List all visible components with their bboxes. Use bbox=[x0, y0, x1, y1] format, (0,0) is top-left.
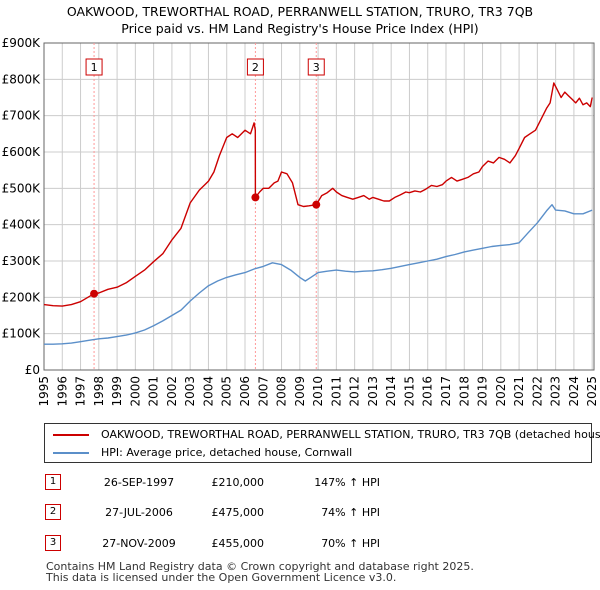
x-tick-label: 2006 bbox=[238, 376, 252, 407]
sale-hpi-change: 147% ↑ HPI bbox=[314, 476, 380, 489]
x-tick-label: 2008 bbox=[275, 376, 289, 407]
sale-hpi-change: 70% ↑ HPI bbox=[321, 537, 380, 550]
title-line-2: Price paid vs. HM Land Registry's House … bbox=[121, 21, 479, 36]
sale-marker-label: 1 bbox=[91, 61, 98, 74]
x-tick-label: 1999 bbox=[110, 376, 124, 407]
x-tick-label: 2016 bbox=[421, 376, 435, 407]
y-tick-label: £800K bbox=[2, 72, 42, 86]
y-tick-label: £700K bbox=[2, 109, 42, 123]
x-tick-label: 2015 bbox=[402, 376, 416, 407]
chart-title: OAKWOOD, TREWORTHAL ROAD, PERRANWELL STA… bbox=[0, 3, 600, 37]
x-tick-label: 2022 bbox=[530, 376, 544, 407]
y-tick-label: £100K bbox=[2, 327, 42, 341]
sale-point bbox=[312, 200, 321, 209]
x-tick-label: 2025 bbox=[585, 376, 599, 407]
sale-number: 3 bbox=[45, 535, 61, 551]
legend: OAKWOOD, TREWORTHAL ROAD, PERRANWELL STA… bbox=[44, 423, 600, 463]
x-tick-label: 2014 bbox=[384, 376, 398, 407]
x-tick-label: 2001 bbox=[147, 376, 161, 407]
y-tick-label: £0 bbox=[25, 363, 40, 377]
x-tick-label: 2002 bbox=[165, 376, 179, 407]
sale-row-2: 2 27-JUL-2006 £475,000 74% ↑ HPI bbox=[44, 503, 404, 523]
x-tick-label: 1995 bbox=[37, 376, 51, 407]
y-tick-label: £900K bbox=[2, 36, 42, 50]
sale-marker-box bbox=[246, 58, 264, 76]
x-tick-label: 2003 bbox=[183, 376, 197, 407]
footer-copyright: Contains HM Land Registry data © Crown c… bbox=[46, 560, 474, 573]
sale-date: 26-SEP-1997 bbox=[103, 476, 175, 489]
legend-property-swatch bbox=[53, 434, 89, 436]
x-tick-label: 2005 bbox=[220, 376, 234, 407]
x-tick-label: 1996 bbox=[55, 376, 69, 407]
title-line-1: OAKWOOD, TREWORTHAL ROAD, PERRANWELL STA… bbox=[66, 4, 534, 19]
sale-number: 2 bbox=[45, 504, 61, 520]
x-tick-label: 2018 bbox=[457, 376, 471, 407]
footer: Contains HM Land Registry data © Crown c… bbox=[46, 561, 474, 583]
sale-marker-label: 3 bbox=[313, 61, 320, 74]
sale-date: 27-NOV-2009 bbox=[102, 537, 176, 550]
x-tick-label: 2012 bbox=[348, 376, 362, 407]
sale-marker-box bbox=[307, 58, 325, 76]
hpi-line bbox=[44, 203, 593, 345]
sale-row-1: 1 26-SEP-1997 £210,000 147% ↑ HPI bbox=[44, 473, 404, 493]
y-tick-label: £500K bbox=[2, 181, 42, 195]
x-tick-label: 2009 bbox=[293, 376, 307, 407]
footer-licence: This data is licensed under the Open Gov… bbox=[46, 571, 397, 584]
sale-row-3: 3 27-NOV-2009 £455,000 70% ↑ HPI bbox=[44, 534, 404, 554]
sale-price: £455,000 bbox=[211, 537, 265, 550]
sale-price: £475,000 bbox=[211, 506, 265, 519]
x-tick-label: 2024 bbox=[567, 376, 581, 407]
legend-property-label: OAKWOOD, TREWORTHAL ROAD, PERRANWELL STA… bbox=[101, 428, 600, 441]
legend-hpi-label: HPI: Average price, detached house, Corn… bbox=[101, 446, 353, 459]
x-tick-label: 2004 bbox=[201, 376, 215, 407]
sale-marker-box bbox=[85, 58, 103, 76]
sale-marker-label: 2 bbox=[252, 61, 259, 74]
y-tick-label: £400K bbox=[2, 218, 42, 232]
x-tick-label: 2011 bbox=[329, 376, 343, 407]
property-price-line bbox=[43, 82, 593, 307]
sale-point bbox=[251, 193, 260, 202]
sale-price: £210,000 bbox=[211, 476, 265, 489]
price-chart: £0 £100K £200K £300K £400K £500K £600K £700K £80… bbox=[2, 36, 600, 407]
sale-number: 1 bbox=[45, 474, 61, 490]
x-tick-label: 2023 bbox=[549, 376, 563, 407]
x-tick-label: 2021 bbox=[512, 376, 526, 407]
y-tick-label: £200K bbox=[2, 290, 42, 304]
x-tick-label: 2019 bbox=[476, 376, 490, 407]
x-tick-label: 2010 bbox=[311, 376, 325, 407]
legend-hpi-swatch bbox=[53, 452, 89, 454]
x-tick-label: 1998 bbox=[92, 376, 106, 407]
x-tick-label: 2007 bbox=[256, 376, 270, 407]
y-tick-label: £600K bbox=[2, 145, 42, 159]
x-tick-label: 2020 bbox=[494, 376, 508, 407]
sale-point bbox=[90, 289, 99, 298]
x-tick-label: 2017 bbox=[439, 376, 453, 407]
x-tick-label: 2000 bbox=[128, 376, 142, 407]
sale-hpi-change: 74% ↑ HPI bbox=[321, 506, 380, 519]
x-tick-label: 2013 bbox=[366, 376, 380, 407]
x-tick-label: 1997 bbox=[74, 376, 88, 407]
y-tick-label: £300K bbox=[2, 254, 42, 268]
plot-border bbox=[43, 42, 595, 371]
sale-date: 27-JUL-2006 bbox=[105, 506, 173, 519]
